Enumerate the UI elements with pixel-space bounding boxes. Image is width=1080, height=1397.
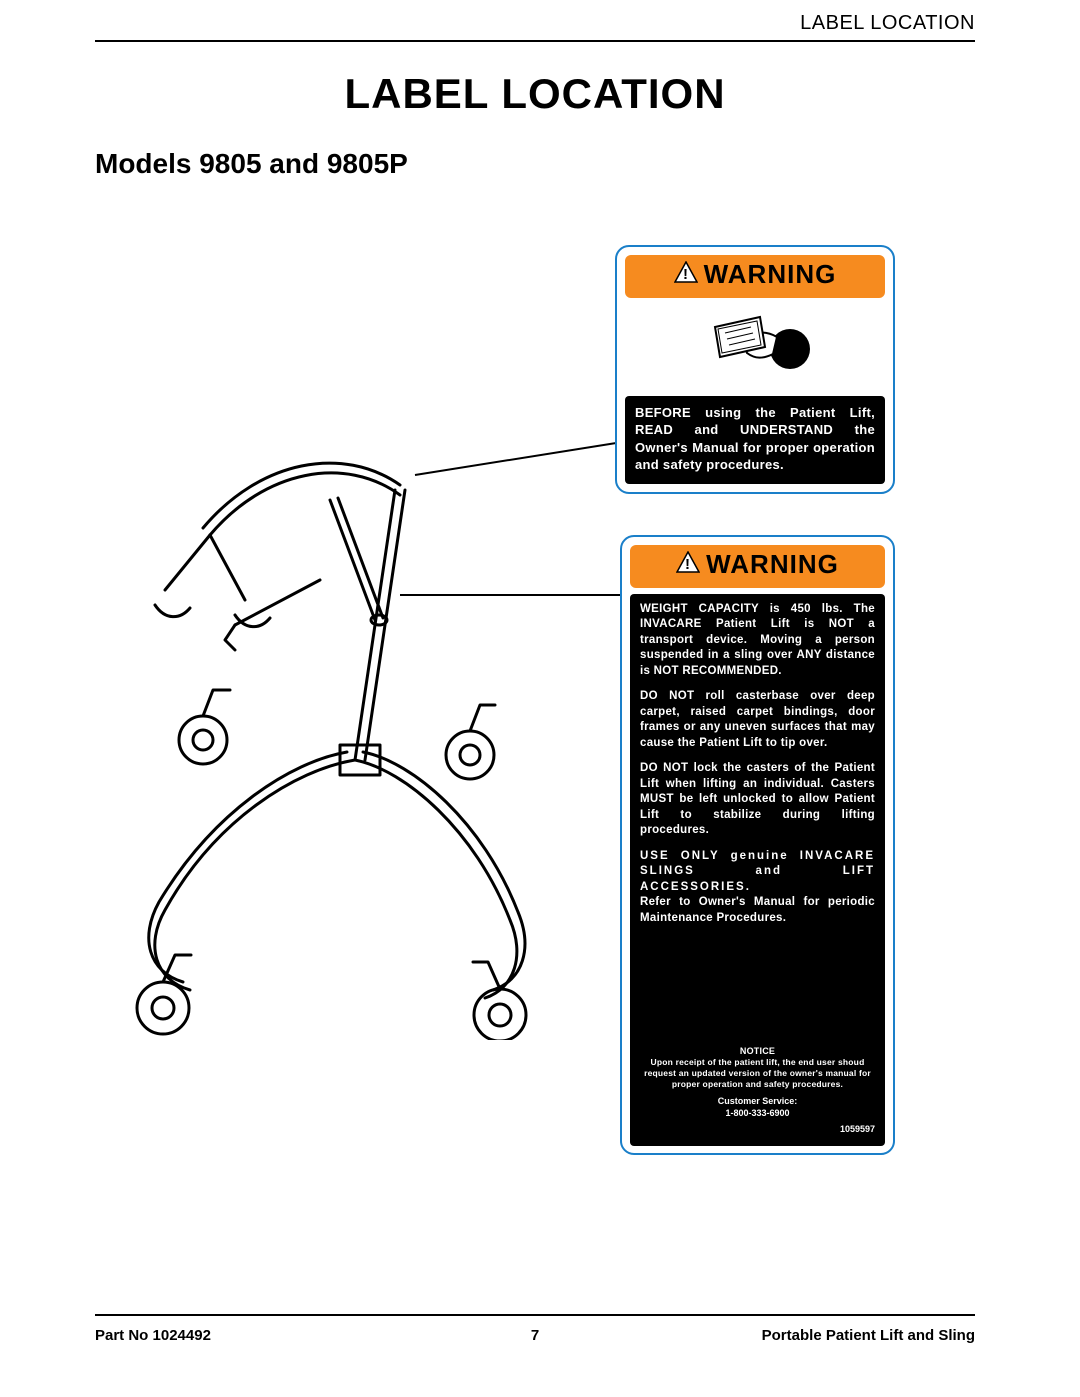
cust-serv-label: Customer Service: — [640, 1095, 875, 1107]
footer-page-number: 7 — [531, 1327, 539, 1344]
warning-header-text: WARNING — [706, 549, 839, 579]
page-title: LABEL LOCATION — [95, 70, 975, 118]
svg-text:!: ! — [685, 556, 691, 573]
warning-p4: USE ONLY genuine INVACARE SLINGS and LIF… — [640, 849, 875, 927]
cust-serv-phone: 1-800-333-6900 — [640, 1107, 875, 1119]
svg-text:!: ! — [683, 266, 689, 283]
notice-title: NOTICE — [640, 1046, 875, 1057]
label-part-number: 1059597 — [640, 1123, 875, 1135]
warning-p4b: Refer to Owner's Manual for periodic Mai… — [640, 896, 875, 924]
customer-service: Customer Service: 1-800-333-6900 — [640, 1095, 875, 1119]
warning-label-read-manual: ! WARNING BEFORE using th — [615, 245, 895, 494]
warning-p4a: USE ONLY genuine INVACARE SLINGS and LIF… — [640, 850, 875, 893]
bottom-rule — [95, 1314, 975, 1316]
page: LABEL LOCATION LABEL LOCATION Models 980… — [95, 40, 975, 1350]
warning-p2: DO NOT roll casterbase over deep carpet,… — [640, 689, 875, 751]
warning-p3: DO NOT lock the casters of the Patient L… — [640, 761, 875, 839]
warning-body: WEIGHT CAPACITY is 450 lbs. The INVACARE… — [630, 594, 885, 1146]
read-manual-icon — [625, 304, 885, 390]
diagram-area: ! WARNING BEFORE using th — [95, 200, 975, 1200]
page-subtitle: Models 9805 and 9805P — [95, 148, 975, 180]
warning-header-text: WARNING — [704, 259, 837, 289]
notice-text: Upon receipt of the patient lift, the en… — [640, 1057, 875, 1089]
warning-body-text: BEFORE using the Patient Lift, READ and … — [635, 404, 875, 474]
warning-p1: WEIGHT CAPACITY is 450 lbs. The INVACARE… — [640, 602, 875, 680]
footer-doc-title: Portable Patient Lift and Sling — [762, 1327, 975, 1344]
warning-triangle-icon: ! — [676, 549, 700, 580]
warning-header: ! WARNING — [625, 255, 885, 298]
warning-triangle-icon: ! — [674, 259, 698, 290]
top-rule — [95, 40, 975, 42]
footer-part-label: Part No — [95, 1327, 153, 1344]
warning-header: ! WARNING — [630, 545, 885, 588]
footer-part-value: 1024492 — [153, 1327, 211, 1344]
header-section: LABEL LOCATION — [800, 12, 975, 35]
page-footer: Part No 1024492 7 Portable Patient Lift … — [95, 1327, 975, 1344]
notice-block: NOTICE Upon receipt of the patient lift,… — [640, 1046, 875, 1089]
warning-label-capacity: ! WARNING WEIGHT CAPACITY is 450 lbs. Th… — [620, 535, 895, 1155]
patient-lift-illustration — [95, 320, 615, 1040]
warning-body: BEFORE using the Patient Lift, READ and … — [625, 396, 885, 484]
